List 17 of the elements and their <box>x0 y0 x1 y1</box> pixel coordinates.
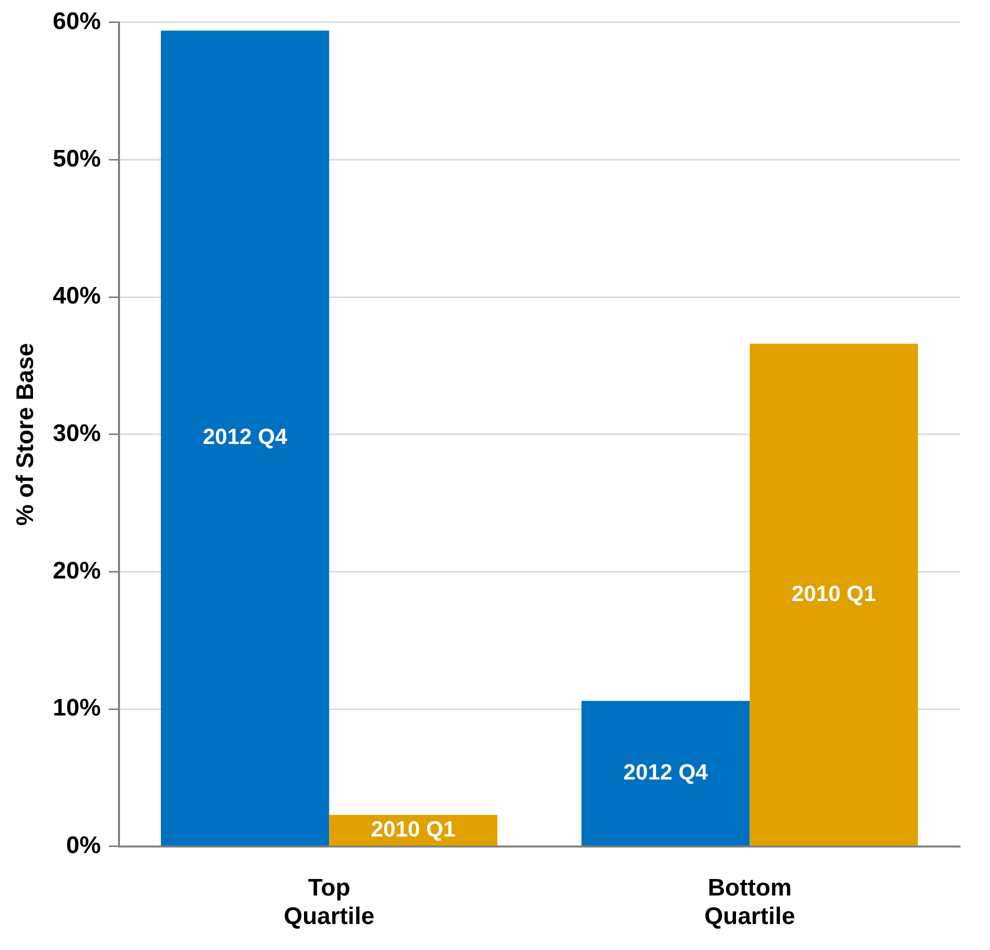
text: 2012 Q4 <box>623 759 708 784</box>
y-axis-title: % of Store Base <box>12 343 40 526</box>
series-label: 2012 Q4 <box>202 424 288 450</box>
y-tick-label: 20% <box>52 557 101 584</box>
x-tick-label: Bottom Quartile <box>704 874 796 930</box>
y-tick-label: 50% <box>52 145 101 172</box>
y-tick-label: 40% <box>52 282 101 310</box>
y-tick-label: 30% <box>52 420 101 448</box>
bar <box>160 30 330 846</box>
series-label: 2010 Q1 <box>371 816 456 842</box>
y-tick-label: 60% <box>52 8 101 36</box>
text: 2010 Q1 <box>792 580 876 606</box>
bar <box>750 344 918 846</box>
bar <box>581 700 750 846</box>
x-tick-label: Top Quartile <box>284 874 374 930</box>
y-tick-label: 10% <box>52 694 101 722</box>
y-tick-label: 0% <box>66 832 101 860</box>
